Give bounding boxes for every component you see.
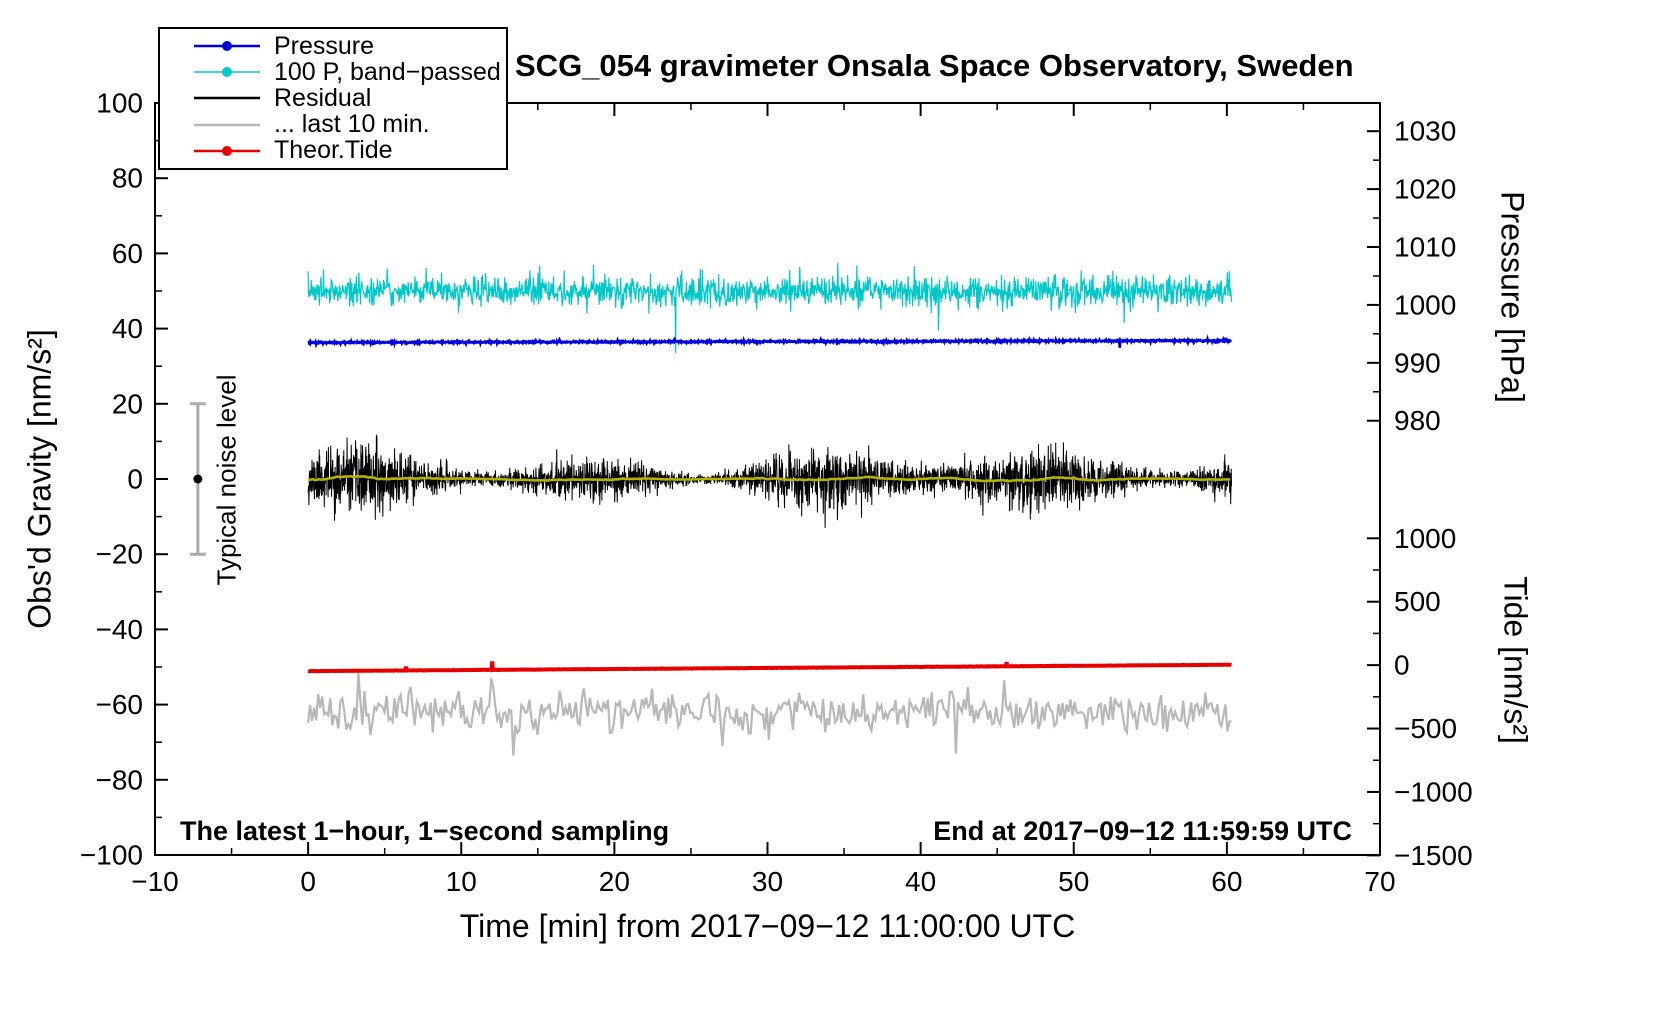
- x-tick-label: −10: [131, 866, 179, 897]
- pressure-tick-label: 1020: [1394, 174, 1456, 205]
- tide-tick-label: −1000: [1394, 776, 1473, 807]
- y-left-tick-label: 60: [112, 238, 143, 269]
- pressure-tick-label: 1030: [1394, 116, 1456, 147]
- x-tick-label: 20: [599, 866, 630, 897]
- series-band_passed: [307, 262, 1233, 354]
- legend-item-last-10-min: ... last 10 min.: [190, 112, 506, 137]
- legend-item-band-passed: 100 P, band−passed: [190, 57, 506, 86]
- x-tick-label: 0: [300, 866, 316, 897]
- series-tide: [307, 661, 1232, 674]
- y-left-tick-label: −20: [96, 539, 144, 570]
- x-tick-label: 60: [1211, 866, 1242, 897]
- x-axis-label: Time [min] from 2017−09−12 11:00:00 UTC: [459, 908, 1076, 944]
- series-residual_smooth: [307, 474, 1231, 483]
- pressure-tick-label: 1010: [1394, 232, 1456, 263]
- y-left-tick-label: 0: [127, 464, 143, 495]
- legend-item-pressure: Pressure: [190, 31, 506, 60]
- legend-swatch-pressure: [194, 41, 260, 52]
- legend-label: ... last 10 min.: [274, 110, 430, 139]
- y-left-axis-label: Obs'd Gravity [nm/s²]: [21, 329, 58, 629]
- x-tick-label: 40: [905, 866, 936, 897]
- y-left-tick-label: 40: [112, 313, 143, 344]
- legend-label: Theor.Tide: [274, 136, 393, 165]
- end-time-annotation: End at 2017−09−12 11:59:59 UTC: [933, 816, 1352, 846]
- noise-level-label: Typical noise level: [211, 374, 242, 586]
- y-left-tick-label: 20: [112, 388, 143, 419]
- y-left-tick-label: −40: [96, 614, 144, 645]
- legend-swatch-last-10-min: [194, 123, 260, 126]
- series-pressure: [307, 334, 1232, 349]
- x-tick-label: 30: [752, 866, 783, 897]
- pressure-tick-label: 980: [1394, 405, 1441, 436]
- legend-swatch-theor-tide: [194, 145, 260, 156]
- y-left-tick-label: −60: [96, 689, 144, 720]
- y-left-tick-label: 100: [96, 88, 143, 119]
- tide-tick-label: 0: [1394, 650, 1410, 681]
- series-last10: [307, 673, 1232, 756]
- y-left-tick-label: −100: [80, 840, 143, 871]
- x-tick-label: 70: [1364, 866, 1395, 897]
- legend-marker-dot: [222, 145, 232, 156]
- tide-axis-label: Tide [nm/s²]: [1497, 576, 1534, 744]
- sampling-annotation: The latest 1−hour, 1−second sampling: [180, 816, 670, 846]
- legend-marker-dot: [222, 67, 232, 78]
- legend-swatch-residual: [194, 97, 260, 100]
- noise-level-dot: [193, 474, 203, 484]
- legend: Pressure 100 P, band−passed Residual... la…: [158, 27, 508, 170]
- legend-label: 100 P, band−passed: [274, 57, 501, 86]
- y-left-tick-label: −80: [96, 764, 144, 795]
- legend-item-residual: Residual: [190, 83, 506, 112]
- tide-tick-label: 1000: [1394, 523, 1456, 554]
- chart-title: SCG_054 gravimeter Onsala Space Observat…: [515, 48, 1354, 83]
- tide-tick-label: 500: [1394, 586, 1441, 617]
- x-tick-label: 50: [1058, 866, 1089, 897]
- pressure-tick-label: 1000: [1394, 289, 1456, 320]
- pressure-tick-label: 990: [1394, 347, 1441, 378]
- series-residual: [307, 434, 1232, 529]
- pressure-axis-label: Pressure [hPa]: [1494, 191, 1531, 403]
- tide-tick-label: −1500: [1394, 840, 1473, 871]
- legend-marker-dot: [222, 41, 232, 52]
- legend-label: Pressure: [274, 31, 375, 60]
- y-left-tick-label: 80: [112, 163, 143, 194]
- x-tick-label: 10: [446, 866, 477, 897]
- tide-tick-label: −500: [1394, 713, 1457, 744]
- legend-label: Residual: [274, 83, 372, 112]
- legend-item-theor-tide: Theor.Tide: [190, 138, 506, 163]
- legend-swatch-band-passed: [194, 67, 260, 78]
